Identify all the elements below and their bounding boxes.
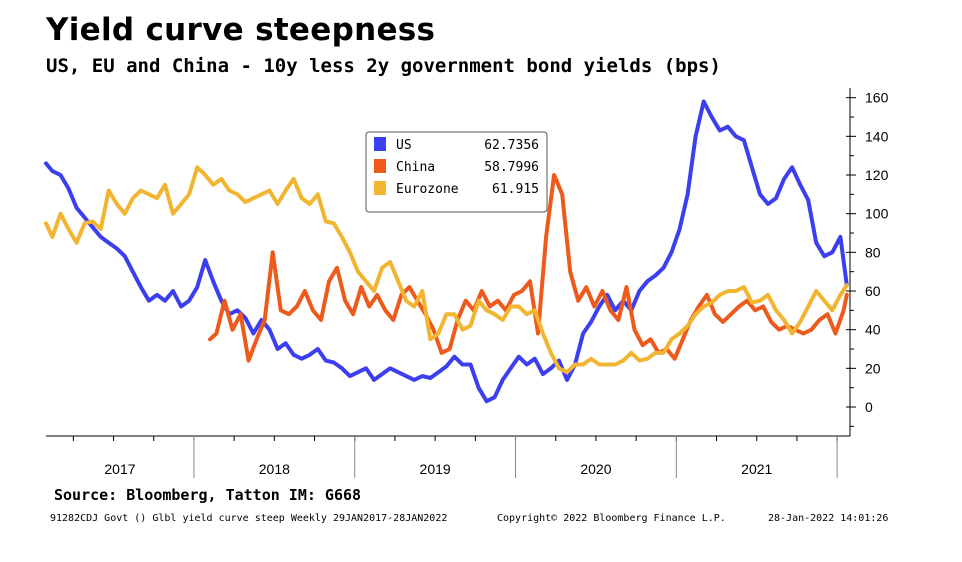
legend-box — [365, 131, 548, 213]
legend-value: 58.7996 — [484, 160, 539, 175]
footer-right: 28-Jan-2022 14:01:26 — [768, 513, 889, 524]
legend-value: 62.7356 — [484, 138, 539, 153]
x-year-label: 2019 — [420, 461, 451, 477]
y-tick-label: 20 — [865, 360, 881, 376]
x-year-label: 2020 — [580, 461, 611, 477]
y-tick-label: 100 — [865, 206, 889, 222]
y-tick-label: 160 — [865, 90, 889, 106]
legend-value: 61.915 — [492, 182, 539, 197]
legend-swatch — [374, 137, 386, 151]
footer-center: Copyright© 2022 Bloomberg Finance L.P. — [497, 513, 726, 524]
y-tick-label: 0 — [865, 399, 873, 415]
chart-subtitle: US, EU and China - 10y less 2y governmen… — [46, 55, 721, 77]
x-year-label: 2021 — [741, 461, 772, 477]
legend-label: Eurozone — [396, 182, 459, 197]
chart-title: Yield curve steepness — [46, 12, 436, 48]
footer-left: 91282CDJ Govt () Glbl yield curve steep … — [50, 513, 448, 524]
y-tick-label: 60 — [865, 283, 881, 299]
x-year-label: 2018 — [259, 461, 290, 477]
legend-label: US — [396, 138, 412, 153]
y-tick-label: 40 — [865, 322, 881, 338]
y-tick-label: 140 — [865, 128, 889, 144]
y-tick-label: 80 — [865, 244, 881, 260]
legend-swatch — [374, 181, 386, 195]
series-line-eurozone — [44, 165, 849, 375]
series-line-us — [44, 99, 849, 404]
series-line-china — [208, 173, 849, 363]
x-year-label: 2017 — [104, 461, 135, 477]
y-tick-label: 120 — [865, 167, 889, 183]
legend-swatch — [374, 159, 386, 173]
legend-label: China — [396, 160, 435, 175]
source-note: Source: Bloomberg, Tatton IM: G668 — [54, 486, 362, 504]
